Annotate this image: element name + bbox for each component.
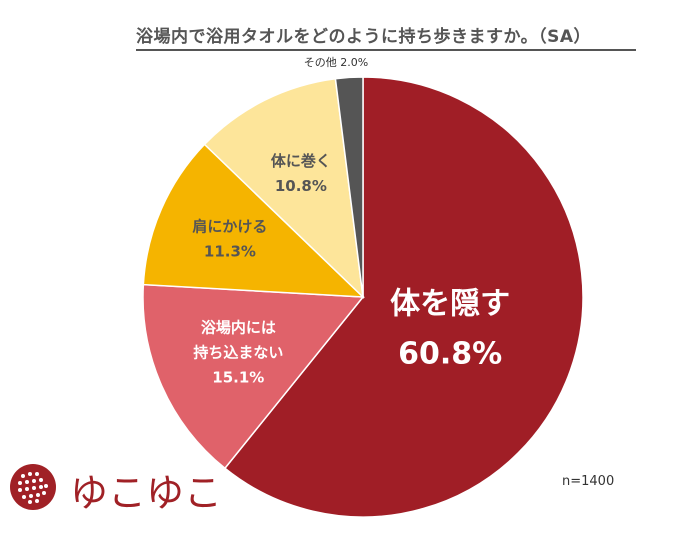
chart-title: 浴場内で浴用タオルをどのように持ち歩きますか。（SA） [136, 22, 636, 51]
slice-label-0: 体を隠す 60.8% [390, 286, 510, 371]
slice-label-2: 肩にかける 11.3% [192, 218, 267, 261]
logo-emblem-icon [10, 464, 56, 510]
pie-slice-4 [334, 76, 364, 298]
slice-label-3: 体に巻く 10.8% [271, 152, 331, 195]
logo-text: ゆこゆこ [70, 471, 223, 515]
brand-logo: ゆこゆこ [8, 462, 228, 515]
slice-label-4: その他 2.0% [304, 56, 368, 69]
pie-slice-2 [142, 143, 365, 298]
pie-labels: 体を隠す 60.8% 浴場内には持ち込まない 15.1% 肩にかける 11.3%体に巻く 1… [192, 56, 510, 387]
slice-label-1: 浴場内には持ち込まない 15.1% [193, 319, 283, 387]
pie-slice-3 [203, 77, 365, 300]
pie-slice-1 [142, 283, 365, 470]
sample-size-note: n=1400 [562, 474, 615, 489]
pie-slice-0 [223, 76, 584, 518]
pie-slices [142, 76, 584, 518]
